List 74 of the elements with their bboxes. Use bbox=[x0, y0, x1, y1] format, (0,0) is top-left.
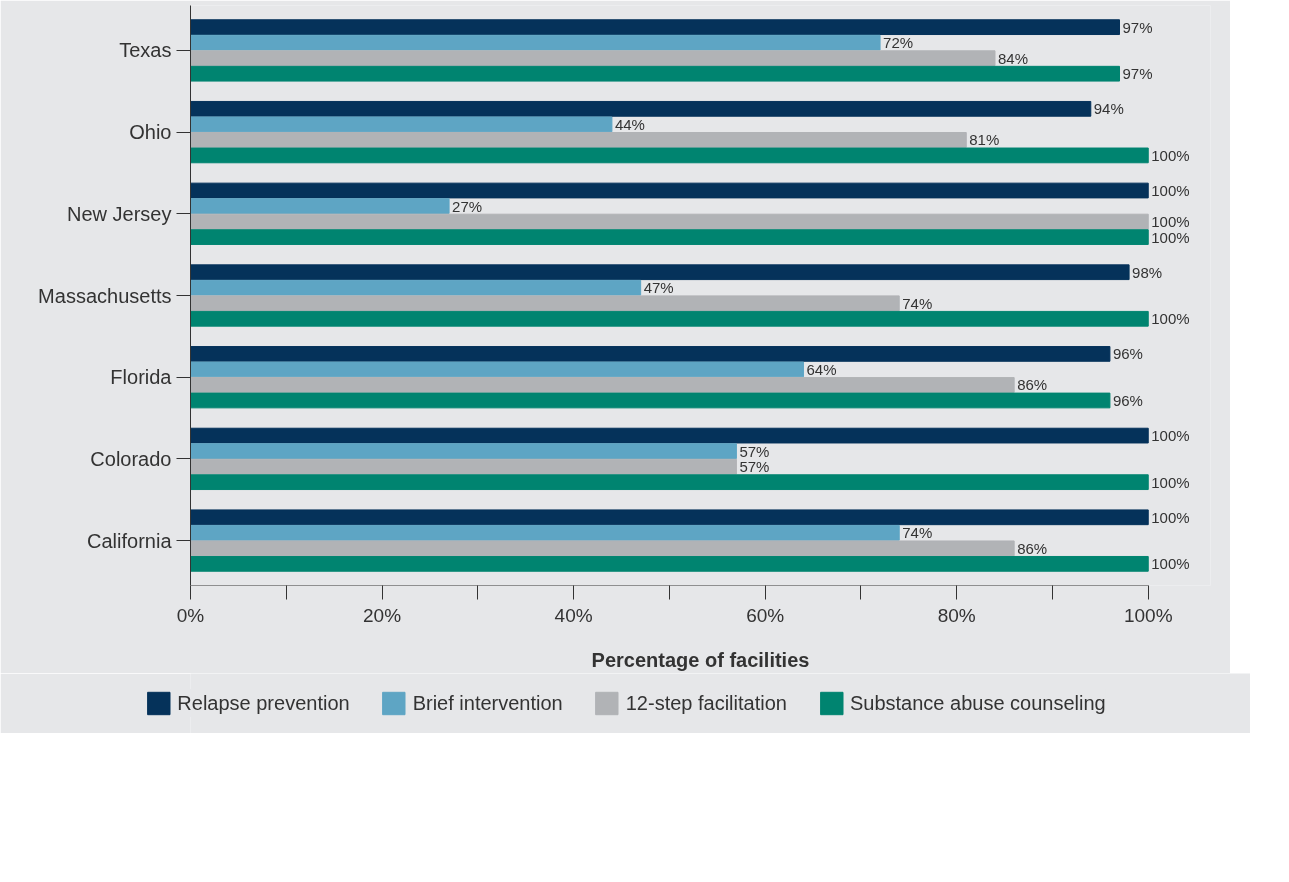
y-tick-label: California bbox=[87, 529, 173, 552]
bar bbox=[190, 509, 1149, 526]
legend-label: 12-step facilitation bbox=[625, 691, 787, 715]
y-tick-label: Colorado bbox=[90, 447, 172, 470]
data-label: 74% bbox=[902, 294, 933, 312]
bar bbox=[190, 540, 1015, 557]
bar bbox=[190, 34, 881, 51]
bar bbox=[190, 65, 1121, 82]
data-label: 27% bbox=[452, 197, 483, 215]
data-label: 57% bbox=[739, 458, 770, 476]
bar bbox=[190, 427, 1149, 444]
data-label: 100% bbox=[1151, 182, 1190, 200]
data-label: 100% bbox=[1151, 228, 1190, 246]
bar bbox=[190, 50, 996, 67]
data-label: 97% bbox=[1122, 65, 1153, 83]
data-label: 100% bbox=[1151, 213, 1190, 231]
data-label: 86% bbox=[1017, 376, 1048, 394]
bar bbox=[190, 182, 1149, 199]
bar bbox=[190, 310, 1149, 327]
data-label: 100% bbox=[1151, 473, 1190, 491]
bar bbox=[190, 392, 1111, 409]
y-tick-label: New Jersey bbox=[67, 202, 172, 225]
bar bbox=[190, 264, 1130, 281]
data-label: 100% bbox=[1151, 508, 1190, 526]
bar bbox=[190, 147, 1149, 164]
data-label: 96% bbox=[1112, 345, 1143, 363]
bar bbox=[190, 100, 1092, 117]
bar bbox=[190, 474, 1149, 491]
data-label: 100% bbox=[1151, 427, 1190, 445]
bar bbox=[190, 279, 642, 296]
data-label: 72% bbox=[883, 34, 914, 52]
bar bbox=[190, 443, 737, 459]
x-tick-label: 20% bbox=[363, 604, 402, 626]
legend-label: Relapse prevention bbox=[177, 691, 350, 715]
bar bbox=[190, 116, 613, 133]
data-label: 100% bbox=[1151, 310, 1190, 328]
x-axis-title: Percentage of facilities bbox=[591, 648, 810, 671]
bar bbox=[190, 524, 900, 541]
x-tick-label: 80% bbox=[937, 604, 976, 626]
data-label: 47% bbox=[643, 279, 674, 297]
data-label: 97% bbox=[1122, 18, 1153, 36]
bar bbox=[190, 19, 1121, 36]
data-label: 86% bbox=[1017, 539, 1048, 557]
bar bbox=[190, 229, 1149, 245]
data-label: 84% bbox=[998, 49, 1029, 67]
legend-label: Brief intervention bbox=[412, 691, 563, 715]
x-tick-label: 40% bbox=[554, 604, 593, 626]
data-label: 96% bbox=[1112, 391, 1143, 409]
data-label: 81% bbox=[969, 131, 1000, 149]
data-label: 57% bbox=[739, 442, 770, 460]
y-tick-label: Florida bbox=[110, 366, 173, 389]
x-tick-label: 60% bbox=[746, 604, 785, 626]
data-label: 100% bbox=[1151, 555, 1190, 573]
x-tick-label: 0% bbox=[176, 604, 205, 626]
bar bbox=[190, 198, 450, 214]
y-tick-label: Massachusetts bbox=[38, 284, 172, 307]
bar bbox=[190, 213, 1149, 230]
legend-label: Substance abuse counseling bbox=[849, 691, 1106, 715]
bar bbox=[190, 295, 900, 312]
bar bbox=[190, 132, 967, 148]
bar bbox=[190, 458, 737, 475]
y-tick-label: Ohio bbox=[129, 121, 172, 144]
bar bbox=[190, 346, 1111, 362]
data-label: 74% bbox=[902, 524, 933, 542]
data-label: 98% bbox=[1132, 263, 1163, 281]
bar bbox=[190, 555, 1149, 572]
y-tick-label: Texas bbox=[119, 39, 172, 62]
bar bbox=[190, 377, 1015, 393]
bar bbox=[190, 361, 804, 378]
data-label: 64% bbox=[806, 360, 837, 378]
data-label: 44% bbox=[614, 115, 645, 133]
data-label: 100% bbox=[1151, 146, 1190, 164]
data-label: 94% bbox=[1093, 100, 1124, 118]
x-tick-label: 100% bbox=[1123, 604, 1173, 626]
